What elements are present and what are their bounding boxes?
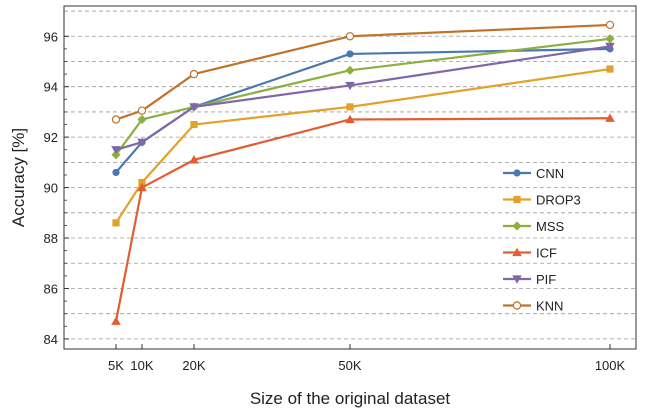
grid-layer (64, 10, 636, 340)
y-tick-label: 86 (44, 281, 58, 296)
data-point-pif (189, 103, 199, 112)
data-point-knn (189, 69, 199, 79)
data-point-knn (345, 32, 355, 41)
y-axis-label: Accuracy [%] (9, 128, 28, 227)
legend-label-knn: KNN (536, 299, 563, 314)
data-point-knn (605, 20, 615, 30)
legend-marker-icf (512, 247, 522, 257)
y-tick-label: 90 (44, 181, 58, 196)
series-drop3 (112, 65, 614, 227)
legend-item-icf: ICF (503, 246, 557, 261)
data-point-icf (111, 316, 121, 325)
legend-marker-mss (512, 221, 522, 231)
y-tick-label: 84 (44, 332, 58, 347)
tick-layer: 84 86 88 90 92 94 96 5K 10K 20K 50K 100K (44, 29, 626, 373)
y-tick-label: 96 (44, 29, 58, 44)
data-point-mss (345, 65, 355, 75)
legend-marker-drop3 (513, 195, 521, 204)
series-knn (111, 20, 615, 124)
legend-marker-cnn (513, 169, 521, 177)
x-tick-label: 10K (130, 358, 153, 373)
legend-marker-pif (512, 275, 522, 284)
y-tick-label: 88 (44, 231, 58, 246)
legend-item-pif: PIF (503, 272, 556, 287)
legend-item-cnn: CNN (503, 166, 564, 181)
series-icf (111, 113, 615, 325)
legend-label-mss: MSS (536, 219, 565, 234)
legend-item-knn: KNN (503, 299, 563, 314)
data-point-knn (111, 115, 121, 124)
data-point-pif (605, 42, 615, 52)
x-tick-label: 5K (108, 358, 124, 373)
x-tick-label: 50K (338, 358, 361, 373)
legend: CNN DROP3 MSS ICF PIF KNN (503, 166, 581, 314)
series-layer (111, 20, 615, 325)
x-tick-label: 20K (182, 358, 205, 373)
data-point-drop3 (190, 120, 198, 129)
legend-label-cnn: CNN (536, 166, 564, 181)
y-tick-label: 94 (44, 80, 58, 95)
data-point-knn (137, 106, 147, 115)
legend-item-drop3: DROP3 (503, 193, 581, 208)
x-tick-label: 100K (595, 358, 626, 373)
data-point-mss (137, 114, 147, 125)
data-point-cnn (112, 168, 120, 177)
legend-label-drop3: DROP3 (536, 193, 581, 208)
data-point-icf (189, 155, 199, 164)
data-point-icf (137, 182, 147, 192)
data-point-mss (111, 150, 121, 160)
legend-marker-knn (512, 301, 522, 310)
data-point-mss (605, 34, 615, 44)
data-point-pif (345, 81, 355, 91)
data-point-pif (111, 146, 121, 155)
legend-item-mss: MSS (503, 219, 565, 234)
legend-label-icf: ICF (536, 246, 557, 261)
data-point-icf (605, 113, 615, 122)
data-point-drop3 (346, 103, 354, 111)
x-axis-label: Size of the original dataset (250, 389, 451, 408)
y-tick-label: 92 (44, 130, 58, 145)
legend-label-pif: PIF (536, 272, 556, 287)
data-point-drop3 (606, 65, 614, 73)
data-point-drop3 (138, 178, 146, 187)
series-pif (111, 42, 615, 155)
data-point-pif (137, 138, 147, 147)
data-point-icf (345, 114, 355, 124)
data-point-cnn (346, 50, 354, 58)
data-point-drop3 (112, 219, 120, 227)
